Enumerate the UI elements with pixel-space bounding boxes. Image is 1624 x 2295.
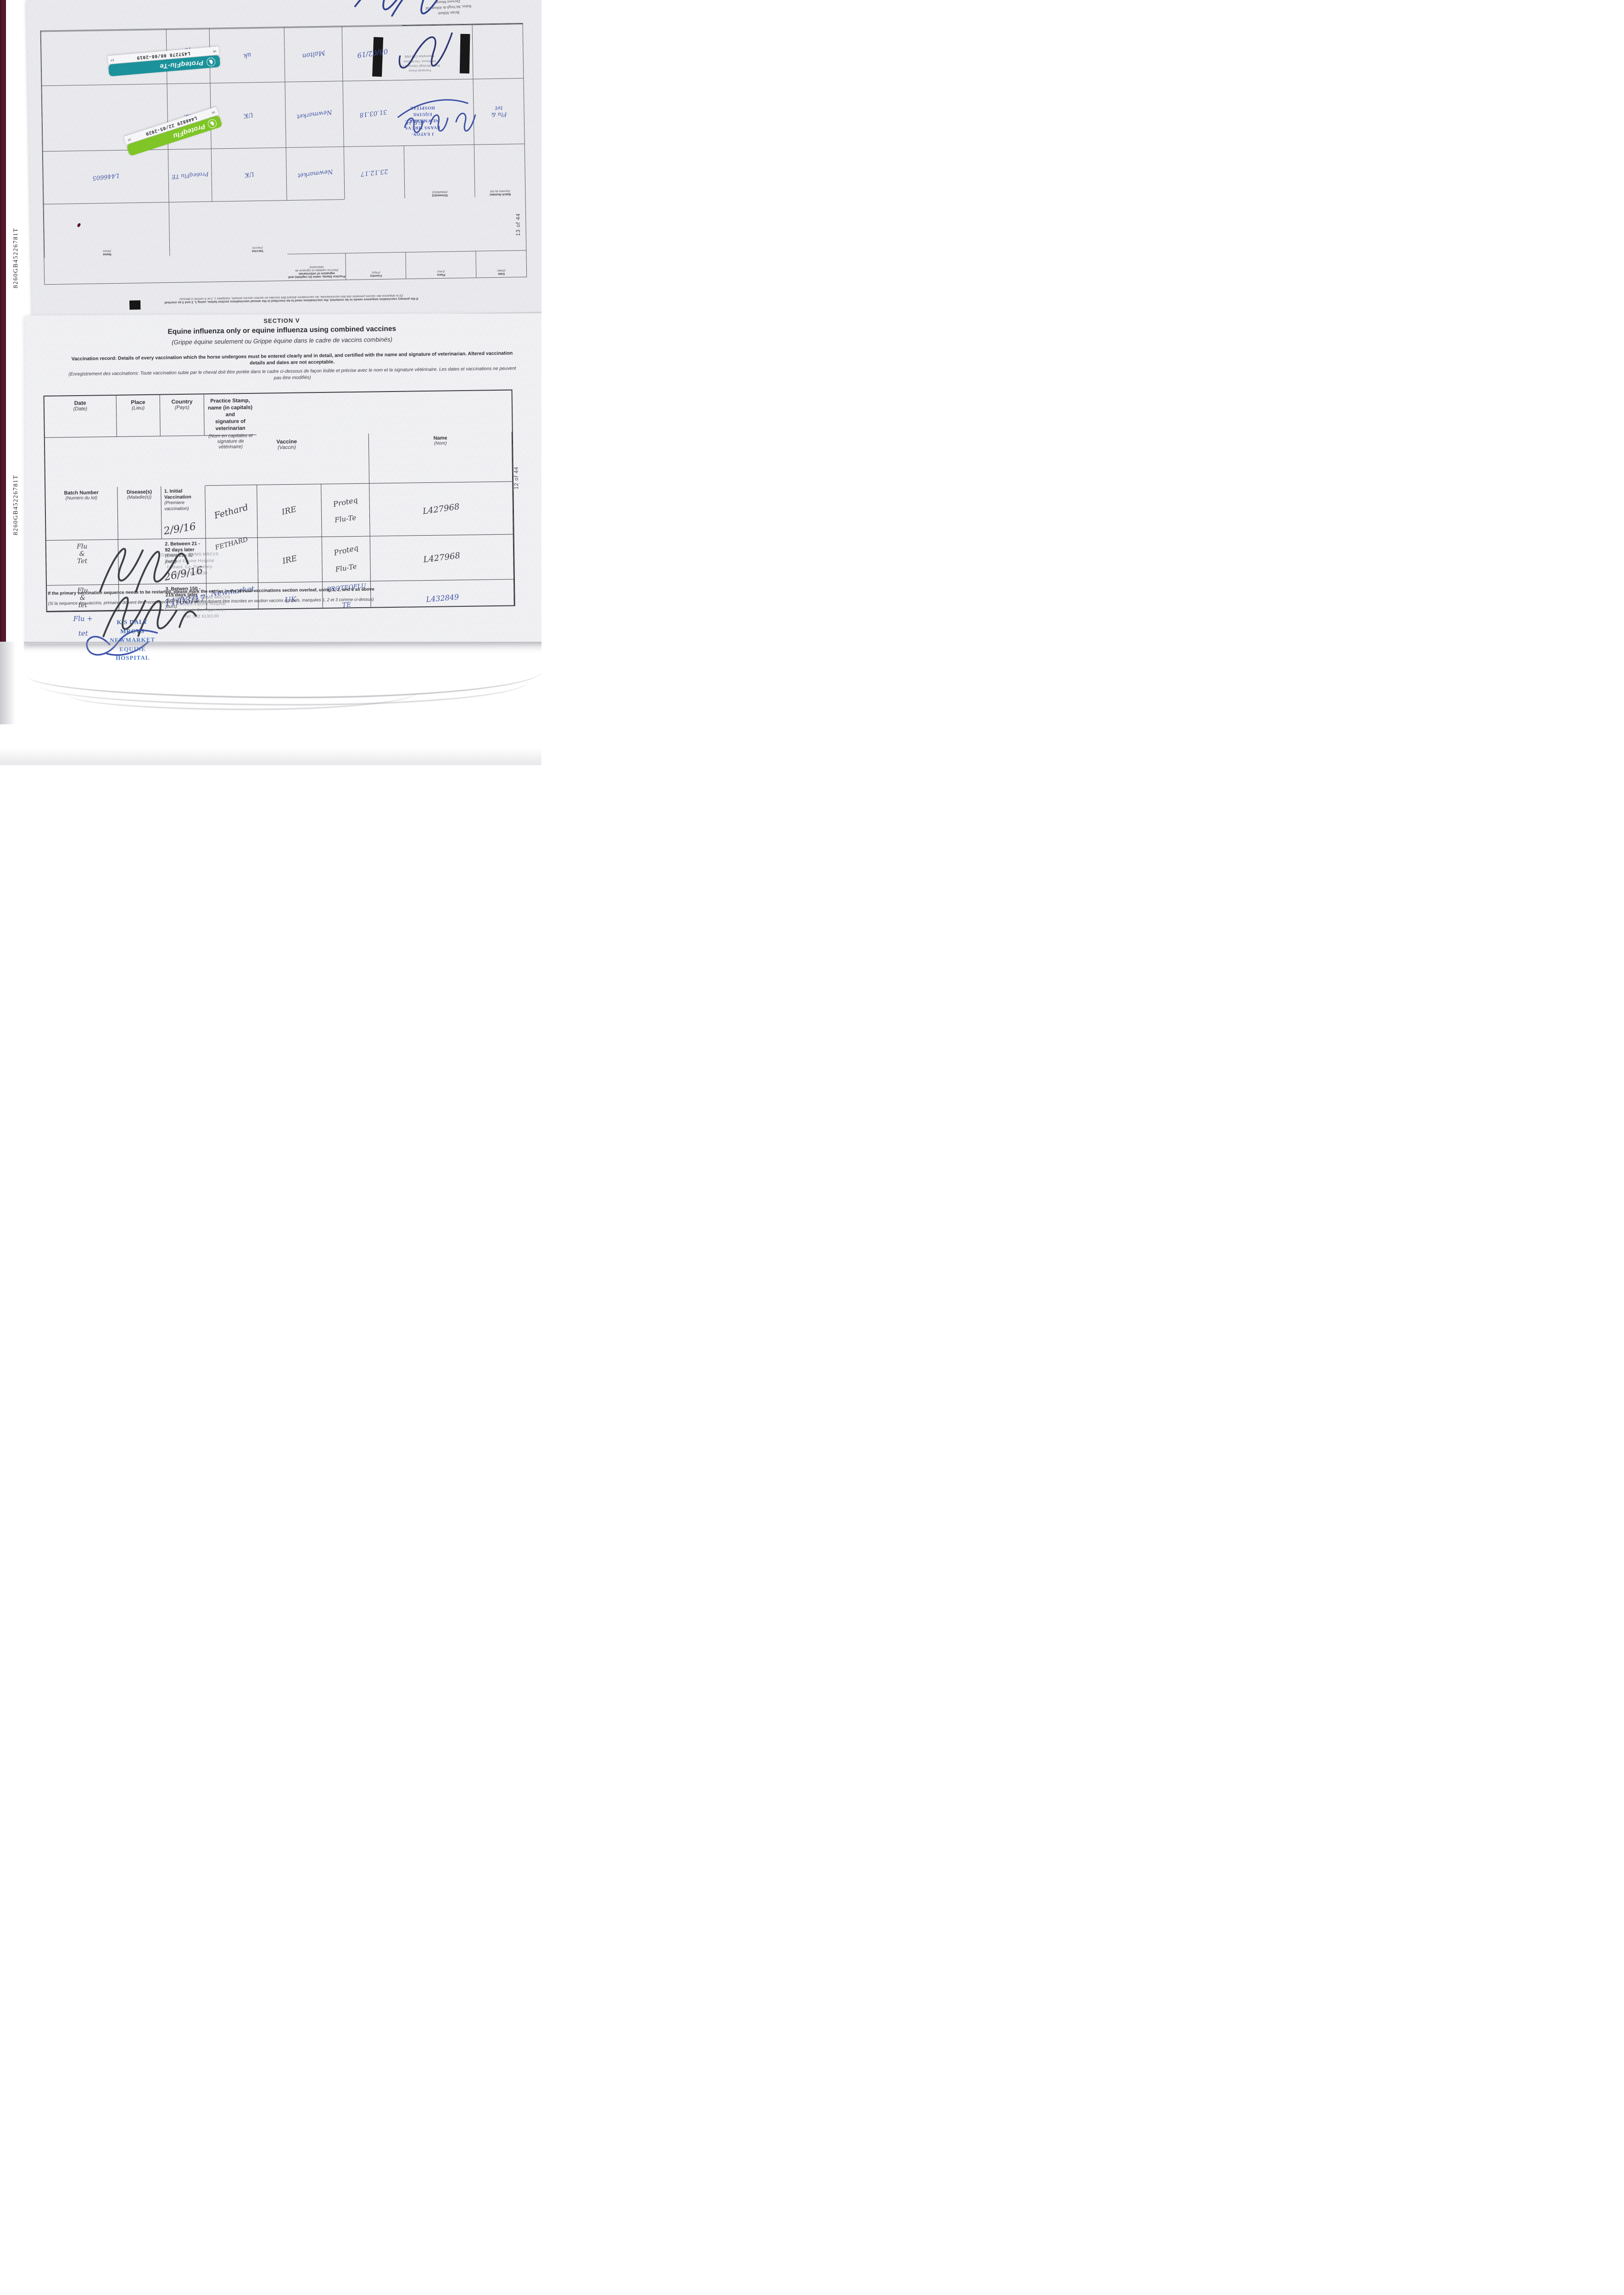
cell-disease bbox=[472, 23, 524, 79]
cell-vaccine-name: Proteq Flu-Te bbox=[321, 483, 371, 537]
col-header-vaccine: Vaccine (Vaccin) bbox=[168, 199, 346, 256]
cell-vaccine-name: Proteq Flu-Te bbox=[322, 536, 371, 582]
cell-practice-stamp: J EATON-EVANS MRCVS NEWMARKET EQUINE HOS… bbox=[397, 78, 476, 146]
vaccination-table: Date (Date) Place (Lieu) Country (Pays) … bbox=[43, 389, 515, 661]
page-12-sheet: SECTION V Equine influenza only or equin… bbox=[23, 311, 541, 661]
col-header-place: Place (Lieu) bbox=[116, 395, 161, 437]
col-header-date: Date (Date) bbox=[475, 250, 527, 278]
col-header-country: Country (Pays) bbox=[160, 394, 205, 437]
col-header-batch: Batch Number (Numéro du lot) bbox=[474, 143, 525, 197]
col-header-stamp: Practice Stamp, name (in capitals) and s… bbox=[204, 393, 257, 450]
cell-batch-number: L427968 bbox=[369, 481, 513, 537]
col-header-date: Date (Date) bbox=[44, 395, 117, 438]
horse-logo-icon: ♞ bbox=[206, 57, 216, 67]
page-13-vaccination-table: Date (Date) Place (Lieu) Country (Pays) … bbox=[40, 0, 527, 285]
cell-batch-number: ♞ ProteqFlu UK L446829 22/05-2020 EP bbox=[41, 84, 223, 157]
cell-practice-stamp: Fernando Perez Baker McVeigh Clements Lt… bbox=[372, 24, 473, 80]
col-header-disease: Disease(s) (Maladie(s)) bbox=[117, 486, 162, 540]
brian-abbott-stamp: Brian Abbott Baker, McVeigh & Abbott Ltd… bbox=[425, 0, 472, 16]
cell-vaccine-name: PROTEQFLU TE bbox=[322, 581, 372, 609]
cell-disease: Flu & Tet bbox=[46, 539, 119, 586]
col-header-name: Name (Nom) bbox=[369, 431, 513, 484]
cell-country: uk bbox=[209, 28, 285, 83]
cell-date: 23.12.17 bbox=[343, 146, 405, 200]
scanner-edge-shade bbox=[0, 748, 541, 765]
page-12-content: SECTION V Equine influenza only or equin… bbox=[23, 311, 541, 661]
handwritten-note: F.E.H. bbox=[404, 118, 423, 126]
passport-cover-edge bbox=[0, 0, 6, 642]
col-header-place: Place (Lieu) bbox=[405, 251, 476, 279]
document-code-vertical-top: 8260GB45226781T bbox=[12, 228, 19, 288]
page-number-12: 12 of 44 bbox=[514, 466, 519, 489]
col-header-country: Country (Pays) bbox=[345, 252, 406, 280]
page-number-13: 13 of 44 bbox=[516, 213, 521, 236]
cell-place: Newmarket bbox=[206, 582, 259, 610]
page-edge-shadow bbox=[24, 642, 541, 654]
cell-batch-number: L432849 bbox=[371, 579, 514, 608]
cell-practice-stamp: David Halley, BVMS MRCVS Fethard Equine … bbox=[99, 539, 218, 593]
handwritten-date: 26/9/16 bbox=[163, 565, 204, 583]
ks-daly-stamp: K S DALY MRCVS NEWMARKET EQUINE HOSPITAL bbox=[110, 618, 156, 662]
cell-place: Malton bbox=[284, 27, 343, 82]
cell-country: IRE bbox=[257, 484, 322, 538]
document-code-vertical-bottom: 8260GB45226781T bbox=[12, 475, 19, 535]
redaction-bar bbox=[459, 34, 470, 74]
page-13-sheet: If the primary vaccination sequence need… bbox=[26, 0, 541, 322]
cell-place: FETHARD bbox=[206, 536, 259, 584]
cell-disease: Flu & tet bbox=[473, 78, 525, 145]
vaccination-record-note-fr: (Enregistrement des vaccinations: Toute … bbox=[68, 366, 516, 381]
row-label-between-21-92-days: 2. Between 21 - 92 days later (Entre 21 … bbox=[162, 538, 207, 584]
cell-country: IRE bbox=[257, 537, 323, 583]
page-13-flipped-content: If the primary vaccination sequence need… bbox=[27, 0, 541, 321]
cell-country: UK bbox=[210, 82, 286, 149]
cell-batch-number: L446605 bbox=[42, 149, 169, 204]
cell-country: UK bbox=[258, 582, 323, 609]
col-header-name: Name (Nom) bbox=[43, 202, 170, 258]
page-stack-edge bbox=[0, 642, 16, 724]
cell-date: 31.03.18 bbox=[342, 80, 404, 147]
col-header-stamp: Practice Stamp, name (in capitals) and s… bbox=[287, 253, 346, 281]
row-label-initial-vaccination: 1. Initial Vaccination (Premiere vaccina… bbox=[161, 486, 206, 539]
cell-place: Newmarket bbox=[285, 81, 344, 148]
cell-batch-number: L427968 bbox=[370, 534, 514, 582]
col-header-batch: Batch Number (Numéro du lot) bbox=[45, 487, 118, 541]
cell-practice-stamp: David Halley, BVMS MRCVS Fethard Equine … bbox=[102, 584, 230, 638]
passport-scan: If the primary vaccination sequence need… bbox=[0, 0, 541, 765]
cell-vaccine-name: ProteqFlu TE bbox=[167, 148, 212, 202]
row-label-between-150-215-days: 3. Betwen 150 - 215 days later (Entre 15… bbox=[162, 583, 207, 610]
page-curl-shadow bbox=[69, 688, 418, 710]
cell-country: UK bbox=[211, 147, 287, 202]
page-13-instructions: If the primary vaccination sequence need… bbox=[64, 292, 519, 306]
cell-place: Fethard bbox=[205, 485, 258, 539]
handwritten-date: 2/9/16 bbox=[163, 521, 197, 537]
horse-logo-icon: ♞ bbox=[206, 118, 218, 129]
cell-place: Newmarket bbox=[285, 146, 345, 201]
cell-date: 08/02/19 bbox=[341, 26, 403, 81]
sticker-brand: ProteqFlu-Te bbox=[159, 58, 204, 71]
col-header-disease: Disease(s) (Maladie(s)) bbox=[404, 144, 475, 199]
cell-batch-number: ♞ ProteqFlu-Te UK L457278 08/08-2019 EP bbox=[40, 29, 221, 86]
cell-disease: Flu & tet bbox=[47, 584, 119, 612]
